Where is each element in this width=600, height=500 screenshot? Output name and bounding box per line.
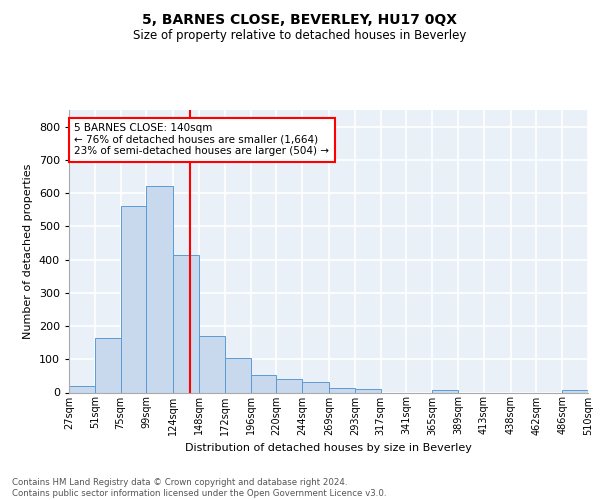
Y-axis label: Number of detached properties: Number of detached properties [23, 164, 33, 339]
X-axis label: Distribution of detached houses by size in Beverley: Distribution of detached houses by size … [185, 443, 472, 453]
Bar [95, 338, 121, 392]
Text: Size of property relative to detached houses in Beverley: Size of property relative to detached ho… [133, 29, 467, 42]
Bar [69, 386, 95, 392]
Bar [302, 382, 329, 392]
Text: 5, BARNES CLOSE, BEVERLEY, HU17 0QX: 5, BARNES CLOSE, BEVERLEY, HU17 0QX [143, 12, 458, 26]
Bar [355, 388, 380, 392]
Bar [277, 379, 302, 392]
Text: 5 BARNES CLOSE: 140sqm
← 76% of detached houses are smaller (1,664)
23% of semi-: 5 BARNES CLOSE: 140sqm ← 76% of detached… [74, 124, 329, 156]
Bar [562, 390, 588, 392]
Bar [432, 390, 458, 392]
Text: Contains HM Land Registry data © Crown copyright and database right 2024.
Contai: Contains HM Land Registry data © Crown c… [12, 478, 386, 498]
Bar [173, 254, 199, 392]
Bar [225, 358, 251, 392]
Bar [121, 206, 146, 392]
Bar [199, 336, 225, 392]
Bar [146, 186, 173, 392]
Bar [251, 375, 277, 392]
Bar [329, 388, 355, 392]
